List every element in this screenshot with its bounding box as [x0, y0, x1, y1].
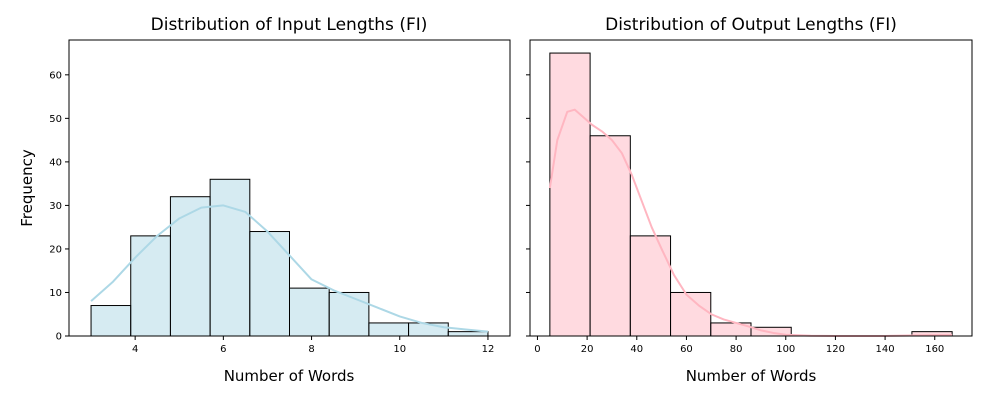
input-kde-line [90, 204, 489, 333]
output-x-tick-label-7: 140 [876, 344, 895, 355]
input-bar-0 [90, 305, 132, 337]
output-x-tick-label-2: 40 [630, 344, 643, 355]
input-bar-4 [249, 231, 290, 337]
input-plot-frame [68, 39, 511, 337]
input-y-tick-label-5: 50 [49, 114, 62, 125]
output-x-tick-label-6: 120 [826, 344, 845, 355]
output-x-tick-label-4: 80 [730, 344, 743, 355]
output-bar-3 [670, 291, 712, 337]
output-x-tick-label-0: 0 [534, 344, 540, 355]
input-histogram-marks: 4 6 8 10 12 0 10 20 30 40 50 60 [49, 70, 494, 355]
input-bar-1 [130, 235, 171, 337]
output-x-tick-label-1: 20 [581, 344, 594, 355]
input-y-tick-label-2: 20 [49, 244, 62, 255]
input-y-tick-label-1: 10 [49, 288, 62, 299]
output-x-tick-label-3: 60 [680, 344, 693, 355]
input-x-tick-label-0: 4 [132, 344, 138, 355]
output-chart-title: Distribution of Output Lengths (FI) [605, 15, 897, 35]
input-y-tick-label-3: 30 [49, 201, 62, 212]
input-x-tick-label-1: 6 [220, 344, 226, 355]
input-bar-3 [209, 178, 251, 337]
input-lengths-panel: Distribution of Input Lengths (FI) 4 6 8 10… [18, 15, 511, 385]
input-x-axis-title: Number of Words [224, 367, 355, 385]
y-axis-title: Frequency [18, 149, 36, 227]
output-x-axis-title: Number of Words [686, 367, 817, 385]
input-x-tick-label-3: 10 [393, 344, 406, 355]
output-x-tick-label-5: 100 [776, 344, 795, 355]
output-lengths-panel: Distribution of Output Lengths (FI) 0 20 4… [526, 15, 973, 385]
input-x-tick-label-4: 12 [482, 344, 495, 355]
output-bar-2 [629, 235, 672, 337]
input-x-tick-label-2: 8 [308, 344, 314, 355]
input-bar-2 [169, 196, 211, 337]
input-chart-title: Distribution of Input Lengths (FI) [151, 15, 428, 35]
output-bar-0 [549, 52, 591, 337]
input-bar-6 [328, 291, 370, 337]
input-y-tick-label-4: 40 [49, 157, 62, 168]
output-x-tick-label-8: 160 [925, 344, 944, 355]
input-bar-9 [447, 331, 489, 337]
input-bar-7 [368, 322, 410, 337]
input-bar-5 [289, 287, 330, 337]
input-y-tick-label-6: 60 [49, 70, 62, 81]
input-y-tick-label-0: 0 [56, 332, 62, 343]
output-bar-1 [589, 135, 631, 337]
output-plot-frame [529, 39, 973, 337]
